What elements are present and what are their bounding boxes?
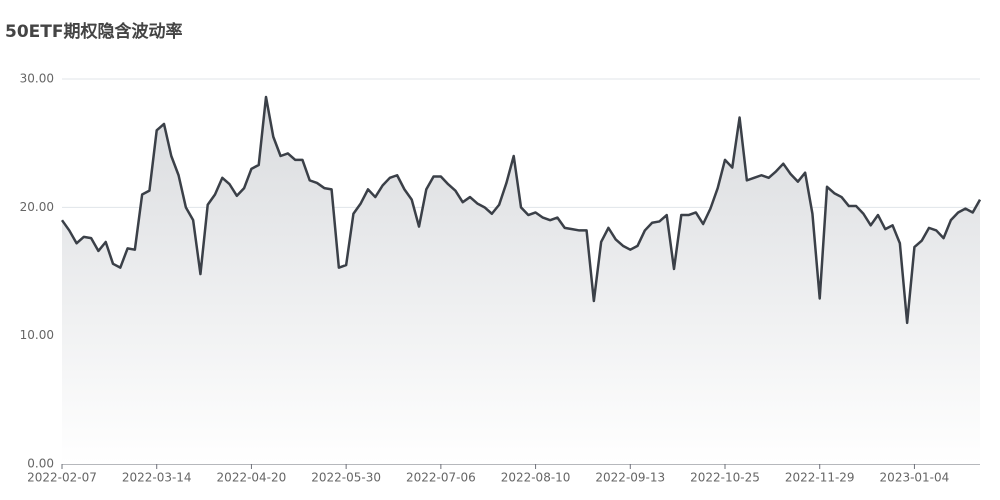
line bbox=[60, 95, 982, 325]
y-tick-label: 10.00 bbox=[20, 328, 54, 342]
area bbox=[62, 96, 980, 464]
x-tick-label: 2022-05-30 bbox=[311, 471, 381, 485]
x-tick-label: 2022-04-20 bbox=[217, 471, 287, 485]
x-tick-label: 2022-08-10 bbox=[501, 471, 571, 485]
x-tick-label: 2022-03-14 bbox=[122, 471, 192, 485]
y-tick-label: 30.00 bbox=[20, 72, 54, 86]
x-tick-label: 2022-10-25 bbox=[690, 471, 760, 485]
x-tick-label: 2022-02-07 bbox=[27, 471, 97, 485]
y-tick-label: 20.00 bbox=[20, 200, 54, 214]
x-tick-label: 2022-07-06 bbox=[406, 471, 476, 485]
y-tick-label: 0.00 bbox=[27, 457, 54, 471]
x-tick-label: 2022-09-13 bbox=[595, 471, 665, 485]
chart-title: 50ETF期权隐含波动率 bbox=[5, 21, 182, 42]
x-tick-label: 2023-01-04 bbox=[880, 471, 950, 485]
x-tick-label: 2022-11-29 bbox=[785, 471, 855, 485]
